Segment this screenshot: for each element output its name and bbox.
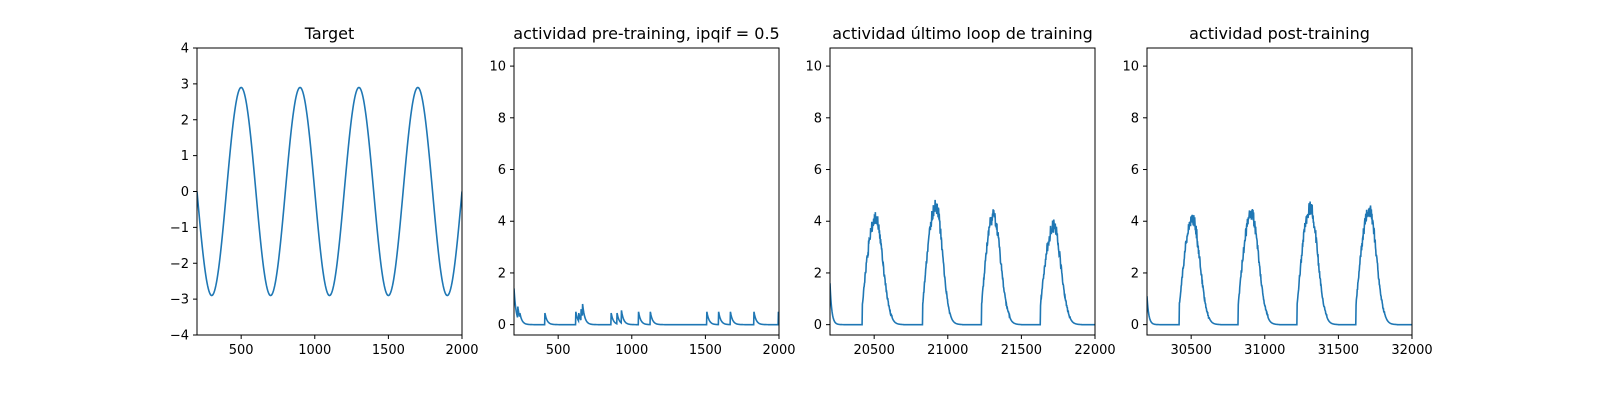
chart-title: actividad post-training	[1189, 24, 1370, 43]
y-tick-label: 2	[814, 266, 822, 281]
y-tick-label: 8	[498, 111, 506, 126]
x-tick-label: 21500	[1001, 343, 1042, 358]
chart-panel-1: Target 500 1000 1500 2000 −4 −3 −2 −1 0 1 2 3 4	[170, 24, 479, 358]
series-line	[830, 199, 1095, 326]
x-tick-label: 22000	[1074, 343, 1115, 358]
x-tick-label: 31500	[1318, 343, 1359, 358]
x-tick-label: 2000	[762, 343, 795, 358]
y-tick-label: 10	[1122, 60, 1139, 75]
series-line	[514, 288, 779, 326]
y-tick-label: −2	[170, 257, 189, 272]
y-tick-label: 10	[489, 60, 506, 75]
y-tick-label: 2	[181, 113, 189, 128]
y-tick-label: 10	[805, 60, 822, 75]
y-tick-label: 0	[181, 185, 189, 200]
y-tick-label: 4	[181, 42, 189, 57]
x-tick-label: 30500	[1170, 343, 1211, 358]
y-tick-label: 6	[1131, 163, 1139, 178]
y-tick-label: 2	[498, 266, 506, 281]
y-tick-label: 2	[1131, 266, 1139, 281]
series-line	[1147, 201, 1412, 326]
x-tick-label: 1000	[298, 343, 331, 358]
y-tick-label: 3	[181, 77, 189, 92]
x-tick-label: 500	[546, 343, 571, 358]
x-tick-label: 500	[229, 343, 254, 358]
series-line	[197, 86, 462, 297]
y-tick-label: 6	[814, 163, 822, 178]
axes-frame	[513, 47, 780, 336]
x-tick-label: 20500	[853, 343, 894, 358]
chart-title: Target	[304, 24, 355, 43]
chart-panel-4: actividad post-training 30500 31000 31500 32…	[1122, 24, 1432, 358]
y-tick-label: 8	[814, 111, 822, 126]
y-tick-label: −1	[170, 221, 189, 236]
y-tick-label: 6	[498, 163, 506, 178]
y-tick-label: 0	[498, 318, 506, 333]
y-tick-label: −4	[170, 329, 189, 344]
x-tick-label: 2000	[445, 343, 478, 358]
x-tick-label: 1000	[615, 343, 648, 358]
y-tick-label: 4	[814, 215, 822, 230]
x-tick-label: 32000	[1391, 343, 1432, 358]
x-tick-label: 31000	[1244, 343, 1285, 358]
chart-panel-2: actividad pre-training, ipqif = 0.5 500 10…	[489, 24, 795, 358]
axes-frame	[829, 47, 1096, 336]
y-tick-label: 4	[1131, 215, 1139, 230]
x-tick-label: 1500	[689, 343, 722, 358]
x-tick-label: 21000	[927, 343, 968, 358]
y-tick-label: 0	[1131, 318, 1139, 333]
y-tick-label: −3	[170, 293, 189, 308]
y-tick-label: 8	[1131, 111, 1139, 126]
chart-title: actividad último loop de training	[832, 24, 1093, 43]
chart-title: actividad pre-training, ipqif = 0.5	[513, 24, 779, 43]
axes-frame	[1146, 47, 1413, 336]
y-tick-label: 4	[498, 215, 506, 230]
y-tick-label: 1	[181, 149, 189, 164]
y-tick-label: 0	[814, 318, 822, 333]
x-tick-label: 1500	[372, 343, 405, 358]
